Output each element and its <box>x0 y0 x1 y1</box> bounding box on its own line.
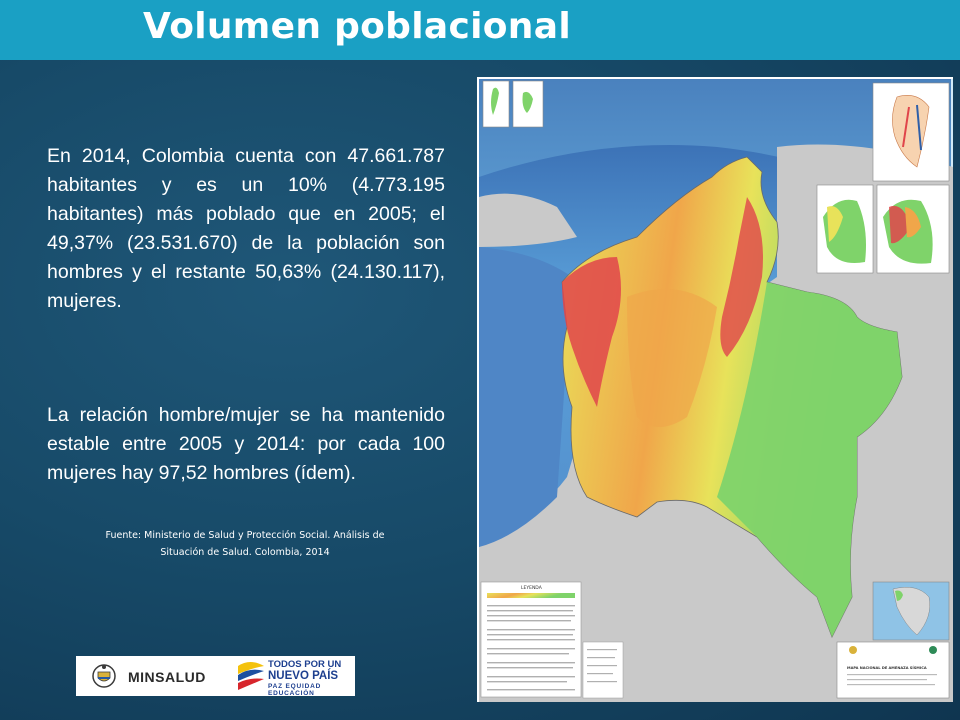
minsalud-logo: MINSALUD <box>84 662 234 690</box>
source-citation: Fuente: Ministerio de Salud y Protección… <box>90 527 400 561</box>
minsalud-label: MINSALUD <box>128 669 206 685</box>
slide-title: Volumen poblacional <box>143 6 571 47</box>
seismic-hazard-map: LEYENDA MAPA NACIONAL DE AMENAZA SÍSMICA <box>477 77 953 702</box>
colombia-map-image: LEYENDA MAPA NACIONAL DE AMENAZA SÍSMICA <box>479 79 953 702</box>
title-bar: Volumen poblacional <box>0 0 960 60</box>
paragraph-sex-ratio: La relación hombre/mujer se ha mantenido… <box>47 404 445 484</box>
source-line-1: Fuente: Ministerio de Salud y Protección… <box>105 530 385 541</box>
todos-line-2: NUEVO PAÍS <box>268 670 339 682</box>
flag-swoosh-icon <box>238 662 264 690</box>
coat-of-arms-icon <box>92 664 116 688</box>
todos-line-3: PAZ EQUIDAD EDUCACIÓN <box>268 683 322 697</box>
todos-por-un-nuevo-pais-logo: TODOS POR UN NUEVO PAÍS PAZ EQUIDAD EDUC… <box>236 658 354 697</box>
todos-line-1: TODOS POR UN <box>268 659 342 670</box>
logo-strip: MINSALUD TODOS POR UN NUEVO PAÍS PAZ EQU… <box>76 656 355 697</box>
paragraph-population: En 2014, Colombia cuenta con 47.661.787 … <box>47 145 445 312</box>
legend-title: LEYENDA <box>521 585 543 591</box>
map-title: MAPA NACIONAL DE AMENAZA SÍSMICA <box>847 665 927 670</box>
source-line-2: Situación de Salud. Colombia, 2014 <box>160 547 330 558</box>
